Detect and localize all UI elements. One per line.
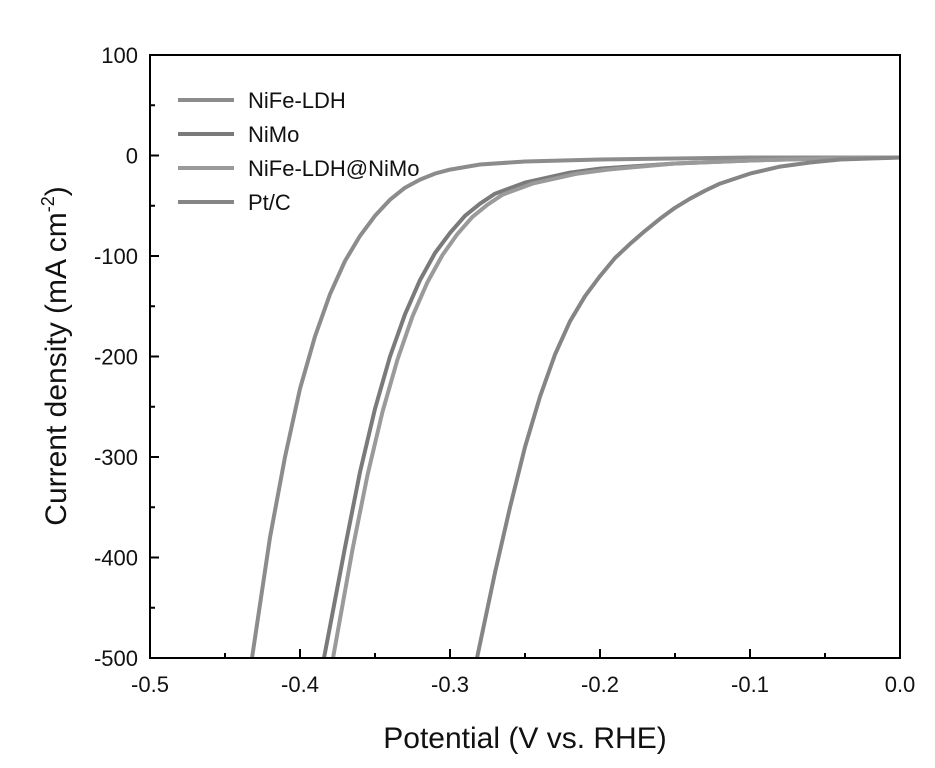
series-layer: [250, 155, 900, 658]
y-tick-label: -500: [94, 646, 138, 671]
x-tick-label: 0.0: [885, 672, 916, 697]
x-tick-label: -0.4: [281, 672, 319, 697]
legend-label: Pt/C: [248, 190, 291, 215]
plot-frame: [149, 54, 901, 659]
y-tick-label: 100: [101, 43, 138, 68]
series-line-1: [250, 155, 900, 658]
x-tick-label: -0.3: [431, 672, 469, 697]
series-line-2: [322, 155, 900, 658]
y-tick-label: 0: [126, 144, 138, 169]
y-axis-title: Current density (mA cm-2): [38, 186, 73, 525]
x-tick-label: -0.5: [131, 672, 169, 697]
x-tick-label: -0.2: [581, 672, 619, 697]
y-axis-title-close: ): [40, 186, 73, 196]
y-axis-title-main: Current density (mA cm: [40, 212, 73, 525]
y-axis-title-superscript: -2: [38, 196, 58, 212]
legend-label: NiFe-LDH: [248, 88, 346, 113]
legend-label: NiFe-LDH@NiMo: [248, 156, 419, 181]
y-tick-label: -100: [94, 244, 138, 269]
series-line-4: [475, 155, 900, 658]
y-tick-label: -400: [94, 546, 138, 571]
x-tick-label: -0.1: [731, 672, 769, 697]
series-group: [250, 155, 900, 658]
x-axis-title: Potential (V vs. RHE): [383, 722, 666, 755]
series-line-3: [331, 155, 900, 658]
legend-label: NiMo: [248, 122, 299, 147]
y-tick-label: -300: [94, 445, 138, 470]
ticks-layer: -0.5 -0.4 -0.3 -0.2 -0.1 0.0 100 0 -100 -200 -300 -…: [94, 43, 915, 697]
legend: NiFe-LDH NiMo NiFe-LDH@NiMo Pt/C: [178, 88, 419, 215]
y-tick-label: -200: [94, 345, 138, 370]
